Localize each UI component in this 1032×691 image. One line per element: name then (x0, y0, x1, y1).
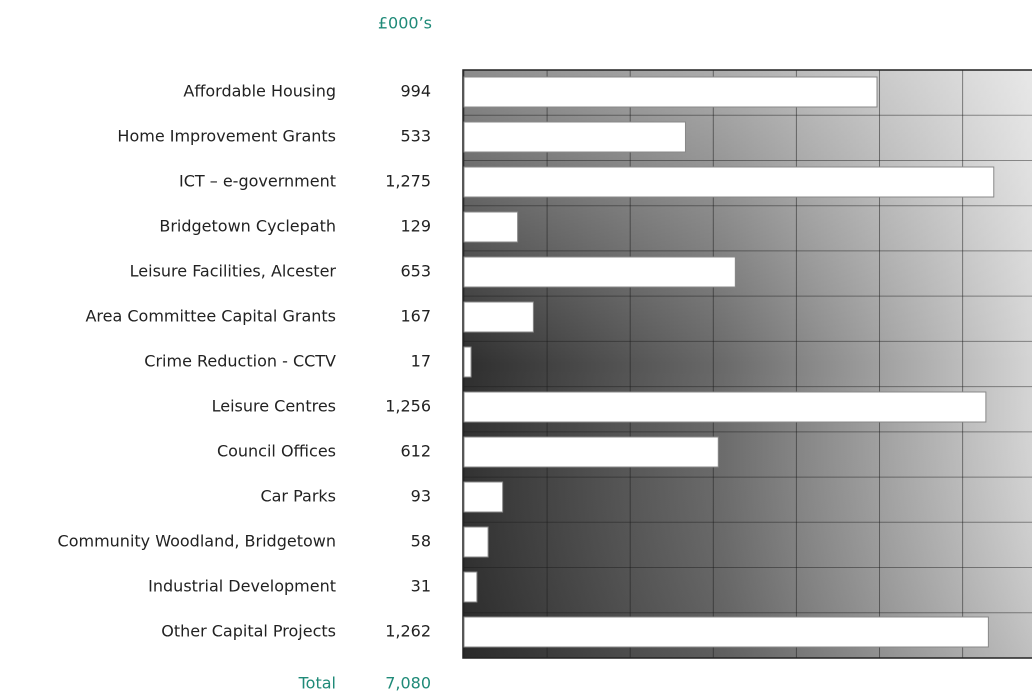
value-label: 31 (411, 577, 431, 596)
value-label: 17 (411, 352, 431, 371)
category-label: Other Capital Projects (161, 622, 336, 641)
value-label: 1,262 (385, 622, 431, 641)
value-label: 58 (411, 532, 431, 551)
unit-label: £000’s (378, 14, 432, 33)
value-label: 1,275 (385, 172, 431, 191)
value-label: 93 (411, 487, 431, 506)
total-label: Total (298, 674, 336, 691)
bar (463, 346, 472, 378)
category-label: ICT – e-government (179, 172, 336, 191)
bar (463, 616, 989, 648)
value-label: 1,256 (385, 397, 431, 416)
value-label: 653 (400, 262, 431, 281)
bar (463, 436, 719, 468)
category-label: Car Parks (260, 487, 336, 506)
bar (463, 211, 519, 243)
value-label: 994 (400, 82, 431, 101)
category-label: Crime Reduction - CCTV (144, 352, 336, 371)
value-label: 129 (400, 217, 431, 236)
category-label: Affordable Housing (183, 82, 336, 101)
bar (463, 166, 995, 198)
category-label: Leisure Facilities, Alcester (130, 262, 337, 281)
bar (463, 526, 489, 558)
bar (463, 121, 686, 153)
category-label: Bridgetown Cyclepath (159, 217, 336, 236)
plot-shade (463, 70, 1032, 658)
category-label: Leisure Centres (212, 397, 336, 416)
bar (463, 571, 478, 603)
plot-frame (462, 69, 1032, 659)
category-label: Home Improvement Grants (117, 127, 336, 146)
category-label: Area Committee Capital Grants (85, 307, 336, 326)
bar (463, 301, 534, 333)
category-label: Council Offices (217, 442, 336, 461)
bar (463, 481, 504, 513)
value-label: 533 (400, 127, 431, 146)
value-label: 167 (400, 307, 431, 326)
value-label: 612 (400, 442, 431, 461)
category-label: Industrial Development (148, 577, 336, 596)
bar (463, 76, 878, 108)
bar (463, 256, 736, 288)
bar (463, 391, 987, 423)
category-label: Community Woodland, Bridgetown (58, 532, 336, 551)
total-value: 7,080 (385, 674, 431, 691)
